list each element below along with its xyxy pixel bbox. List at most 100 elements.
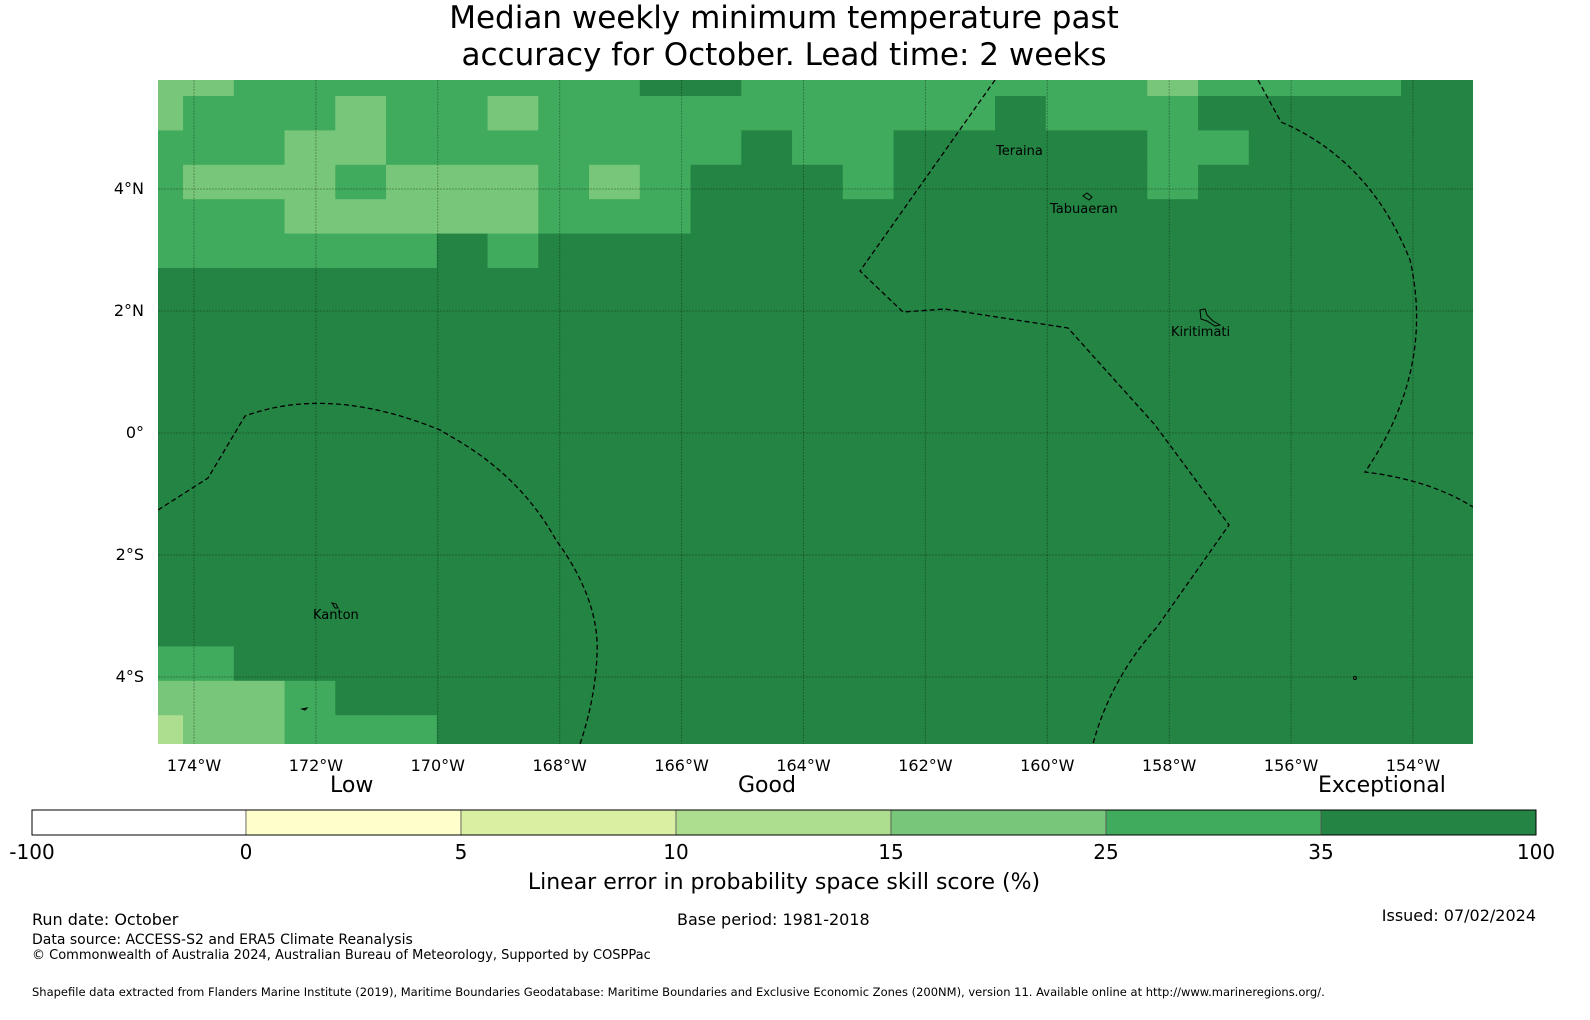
grid-cell — [842, 405, 895, 441]
grid-cell — [386, 646, 438, 682]
grid-cell — [158, 80, 184, 97]
grid-cell — [741, 680, 793, 716]
grid-cell — [538, 233, 590, 269]
grid-cell — [1451, 96, 1473, 131]
grid-cell — [1198, 474, 1250, 510]
grid-cell — [1147, 508, 1199, 544]
grid-cell — [944, 646, 996, 682]
grid-cell — [1248, 302, 1301, 338]
grid-cell — [944, 474, 996, 510]
grid-cell — [1248, 405, 1301, 441]
grid-cell — [741, 474, 793, 510]
grid-cell — [842, 199, 895, 235]
colorbar-tick-label: 15 — [878, 840, 904, 864]
grid-cell — [1198, 440, 1250, 475]
grid-cell — [741, 440, 793, 475]
grid-cell — [995, 199, 1047, 235]
grid-cell — [183, 164, 235, 200]
colorbar-tick-label: 10 — [663, 840, 689, 864]
grid-cell — [158, 336, 184, 372]
grid-cell — [1299, 474, 1351, 510]
grid-cell — [1451, 646, 1473, 682]
grid-cell — [284, 199, 336, 235]
grid-cell — [893, 130, 945, 166]
grid-cell — [1350, 233, 1402, 269]
island-small — [300, 707, 309, 711]
grid-cell — [1451, 302, 1473, 338]
grid-cell — [436, 508, 489, 544]
grid-cell — [842, 164, 895, 200]
grid-cell — [690, 715, 742, 744]
base-period: Base period: 1981-2018 — [677, 910, 870, 929]
grid-cell — [589, 268, 641, 303]
grid-cell — [1096, 405, 1148, 441]
grid-cell — [944, 715, 996, 744]
grid-cell — [893, 646, 945, 682]
grid-cell — [1299, 577, 1351, 613]
grid-cell — [741, 405, 793, 441]
grid-cell — [386, 130, 438, 166]
grid-cell — [1096, 577, 1148, 613]
grid-cell — [1401, 268, 1453, 303]
grid-cell — [1248, 543, 1301, 579]
grid-cell — [1096, 371, 1148, 407]
grid-cell — [1198, 199, 1250, 235]
grid-cell — [1147, 199, 1199, 235]
grid-cell — [538, 440, 590, 475]
grid-cell — [183, 577, 235, 613]
grid-cell — [792, 164, 844, 200]
grid-cell — [893, 164, 945, 200]
grid-cell — [639, 715, 692, 744]
grid-cell — [335, 508, 387, 544]
grid-cell — [995, 268, 1047, 303]
grid-cell — [1401, 302, 1453, 338]
grid-cell — [1147, 577, 1199, 613]
grid-cell — [487, 130, 539, 166]
grid-cell — [690, 405, 742, 441]
grid-cell — [842, 371, 895, 407]
grid-cell — [792, 302, 844, 338]
grid-cell — [183, 80, 235, 97]
grid-cell — [1147, 96, 1199, 131]
grid-cell — [1045, 680, 1098, 716]
grid-cell — [436, 336, 489, 372]
eez-boundary-line-islands-east — [1257, 80, 1473, 508]
grid-cell — [1350, 680, 1402, 716]
grid-cell — [639, 680, 692, 716]
grid-cell — [1350, 543, 1402, 579]
grid-cell — [1299, 440, 1351, 475]
grid-cell — [487, 474, 539, 510]
grid-cell — [487, 302, 539, 338]
grid-cell — [1147, 646, 1199, 682]
grid-cell — [944, 680, 996, 716]
grid-cell — [1350, 474, 1402, 510]
grid-cell — [639, 130, 692, 166]
grid-cell — [1350, 577, 1402, 613]
grid-cell — [639, 80, 692, 97]
grid-cell — [995, 233, 1047, 269]
grid-cell — [1451, 371, 1473, 407]
grid-cell — [1401, 646, 1453, 682]
grid-cell — [1096, 199, 1148, 235]
grid-cell — [1198, 646, 1250, 682]
grid-cell — [538, 336, 590, 372]
grid-cell — [158, 474, 184, 510]
grid-cell — [792, 80, 844, 97]
grid-cell — [1096, 474, 1148, 510]
grid-cell — [487, 612, 539, 647]
colorbar-segment — [460, 809, 677, 836]
title-line-1: Median weekly minimum temperature past — [449, 0, 1119, 36]
colorbar-segment — [1105, 809, 1322, 836]
grid-cell — [538, 199, 590, 235]
grid-cell — [741, 80, 793, 97]
grid-cell — [589, 680, 641, 716]
grid-cell — [1198, 577, 1250, 613]
island-kiritimati — [1199, 308, 1222, 327]
grid-cell — [1248, 577, 1301, 613]
grid-cell — [1096, 80, 1148, 97]
grid-cell — [1350, 164, 1402, 200]
grid-cell — [538, 96, 590, 131]
grid-cell — [690, 96, 742, 131]
grid-cell — [842, 336, 895, 372]
grid-cell — [487, 233, 539, 269]
